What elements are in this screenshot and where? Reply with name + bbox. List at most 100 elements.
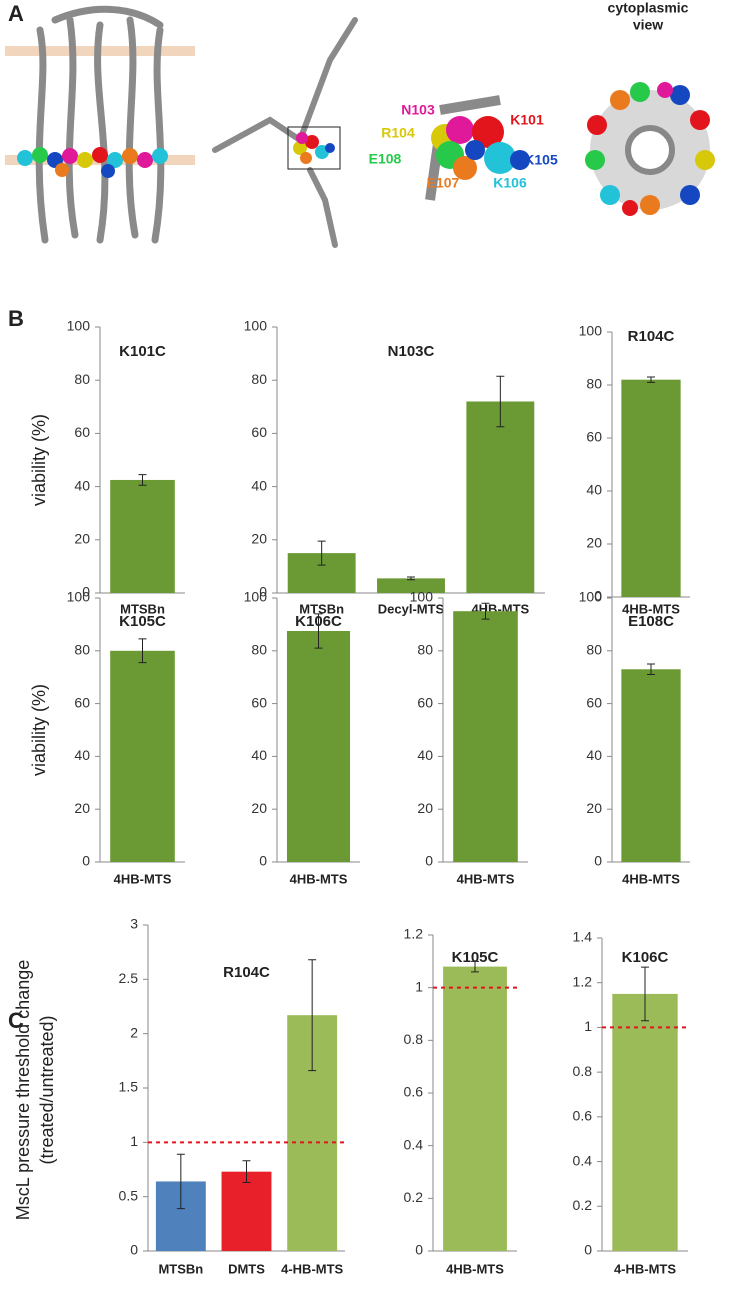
residue-label: K105 bbox=[524, 152, 558, 168]
y-axis-label: MscL pressure threshold change bbox=[13, 960, 33, 1220]
x-tick-label: 4HB-MTS bbox=[114, 871, 172, 886]
y-tick-label: 20 bbox=[251, 800, 267, 816]
y-tick-label: 0.8 bbox=[573, 1063, 593, 1079]
y-tick-label: 100 bbox=[67, 318, 91, 334]
error-bar bbox=[138, 474, 147, 486]
y-tick-label: 100 bbox=[244, 318, 268, 334]
y-tick-label: 0.2 bbox=[573, 1197, 593, 1213]
y-tick-label: 40 bbox=[74, 477, 90, 493]
y-tick-label: 1.4 bbox=[573, 929, 593, 945]
chart-title: N103C bbox=[388, 343, 435, 360]
y-tick-label: 0.4 bbox=[404, 1136, 424, 1152]
y-tick-label: 1 bbox=[130, 1133, 138, 1149]
y-tick-label: 40 bbox=[586, 482, 602, 498]
y-tick-label: 40 bbox=[417, 747, 433, 763]
bar bbox=[110, 650, 175, 862]
y-tick-label: 1.5 bbox=[119, 1079, 139, 1095]
bar bbox=[110, 479, 175, 593]
y-tick-label: 0.5 bbox=[119, 1187, 139, 1203]
chart-title: R104C bbox=[223, 964, 270, 981]
y-tick-label: 0 bbox=[259, 584, 267, 600]
y-tick-label: 1 bbox=[584, 1018, 592, 1034]
y-tick-label: 0 bbox=[130, 1242, 138, 1258]
error-bar bbox=[647, 376, 655, 383]
structure-side-view bbox=[5, 5, 195, 244]
y-tick-label: 1.2 bbox=[404, 926, 424, 942]
y-tick-label: 0.8 bbox=[404, 1031, 424, 1047]
x-tick-label: 4-HB-MTS bbox=[614, 1261, 676, 1276]
residue-label: N103 bbox=[401, 102, 435, 118]
x-tick-label: MTSBn bbox=[299, 601, 344, 616]
bar bbox=[612, 993, 678, 1251]
y-tick-label: 1.2 bbox=[573, 973, 593, 989]
y-tick-label: 80 bbox=[251, 642, 267, 658]
y-axis-label: viability (%) bbox=[29, 684, 49, 776]
error-bar bbox=[407, 576, 415, 581]
y-tick-label: 0 bbox=[594, 588, 602, 604]
error-bar bbox=[647, 663, 655, 676]
y-tick-label: 80 bbox=[586, 642, 602, 658]
y-axis-label: viability (%) bbox=[29, 414, 49, 506]
panel-label: C bbox=[8, 1008, 24, 1033]
x-tick-label: DMTS bbox=[228, 1261, 265, 1276]
y-tick-label: 3 bbox=[130, 916, 138, 932]
x-tick-label: 4HB-MTS bbox=[622, 601, 680, 616]
y-tick-label: 60 bbox=[251, 694, 267, 710]
y-tick-label: 0.6 bbox=[404, 1084, 424, 1100]
bar bbox=[621, 379, 681, 597]
y-tick-label: 100 bbox=[579, 323, 603, 339]
y-tick-label: 80 bbox=[74, 371, 90, 387]
y-tick-label: 40 bbox=[251, 747, 267, 763]
y-tick-label: 80 bbox=[251, 371, 267, 387]
chart-title: K105C bbox=[119, 613, 166, 630]
x-tick-label: 4-HB-MTS bbox=[281, 1261, 343, 1276]
y-tick-label: 80 bbox=[417, 642, 433, 658]
y-tick-label: 20 bbox=[74, 531, 90, 547]
chart-title: K106C bbox=[622, 949, 669, 966]
x-tick-label: 4HB-MTS bbox=[622, 871, 680, 886]
y-axis-label: (treated/untreated) bbox=[37, 1015, 57, 1164]
panel-label: A bbox=[8, 1, 24, 26]
y-tick-label: 40 bbox=[251, 477, 267, 493]
error-bar bbox=[314, 613, 323, 649]
error-bar bbox=[496, 375, 505, 428]
bar bbox=[466, 401, 535, 593]
y-tick-label: 20 bbox=[251, 531, 267, 547]
bar bbox=[621, 669, 681, 862]
y-tick-label: 80 bbox=[586, 376, 602, 392]
y-tick-label: 100 bbox=[410, 589, 434, 605]
chart-title: K101C bbox=[119, 343, 166, 360]
panel-label: B bbox=[8, 306, 24, 331]
y-tick-label: 20 bbox=[586, 535, 602, 551]
residue-label: E108 bbox=[369, 151, 402, 167]
chart-title: R104C bbox=[628, 328, 675, 345]
view-label: cytoplasmic bbox=[608, 0, 689, 16]
y-tick-label: 20 bbox=[417, 800, 433, 816]
structure-cytoplasmic bbox=[585, 82, 715, 216]
error-bar bbox=[242, 1160, 251, 1184]
y-tick-label: 60 bbox=[417, 694, 433, 710]
y-tick-label: 0 bbox=[594, 853, 602, 869]
y-tick-label: 0.6 bbox=[573, 1108, 593, 1124]
y-tick-label: 60 bbox=[74, 694, 90, 710]
error-bar bbox=[641, 966, 649, 1022]
view-label: view bbox=[633, 17, 663, 33]
x-tick-label: MTSBn bbox=[158, 1261, 203, 1276]
residue-label: R104 bbox=[381, 125, 415, 141]
y-tick-label: 2.5 bbox=[119, 970, 139, 986]
structure-monomer bbox=[212, 17, 358, 248]
error-bar bbox=[317, 540, 326, 566]
y-tick-label: 0 bbox=[425, 853, 433, 869]
bar bbox=[286, 631, 351, 862]
y-tick-label: 100 bbox=[579, 589, 603, 605]
y-tick-label: 2 bbox=[130, 1024, 138, 1040]
y-tick-label: 40 bbox=[74, 747, 90, 763]
bar bbox=[377, 578, 445, 593]
y-tick-label: 60 bbox=[251, 424, 267, 440]
x-tick-label: 4HB-MTS bbox=[457, 871, 515, 886]
structure-zoom bbox=[425, 95, 530, 201]
y-tick-label: 1 bbox=[415, 978, 423, 994]
y-tick-label: 0 bbox=[584, 1242, 592, 1258]
x-tick-label: 4HB-MTS bbox=[290, 871, 348, 886]
